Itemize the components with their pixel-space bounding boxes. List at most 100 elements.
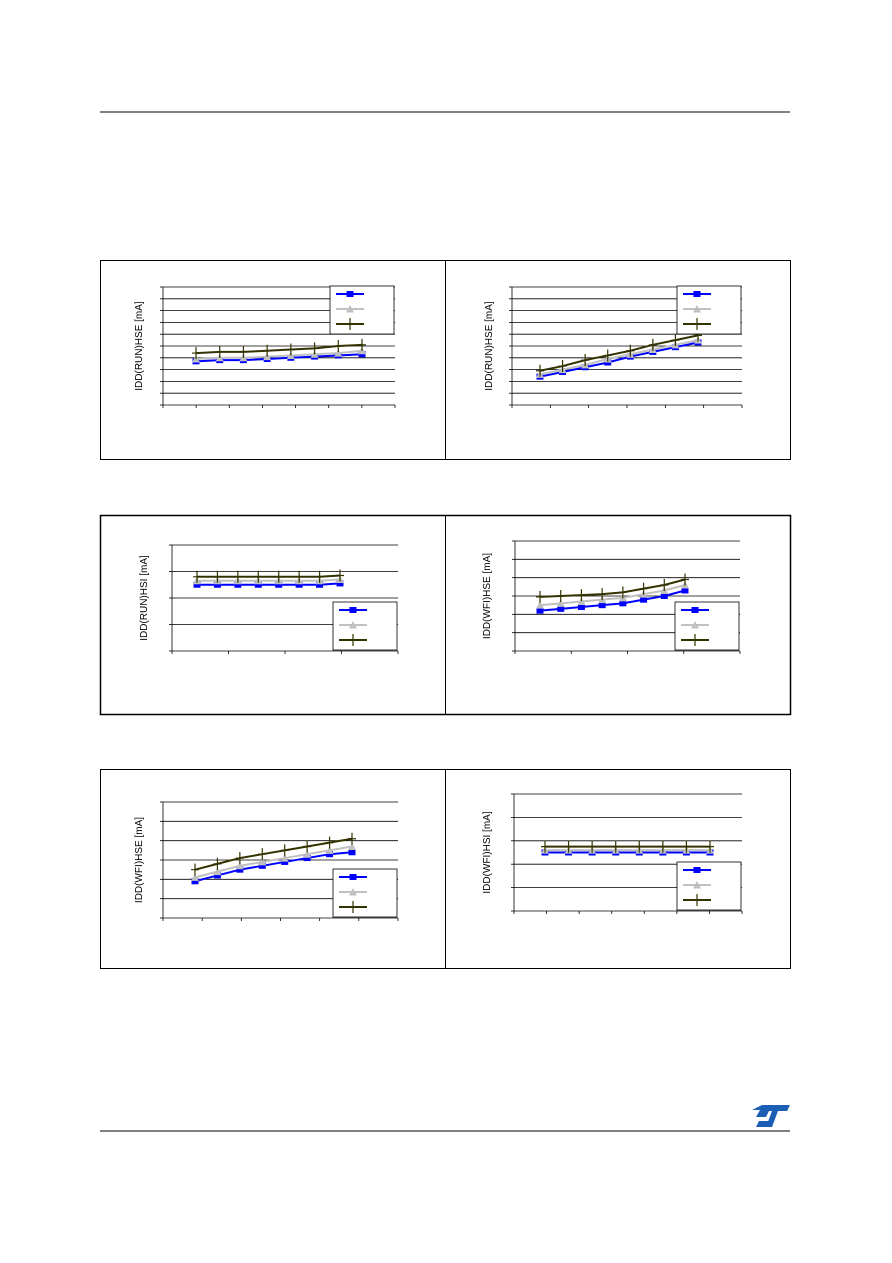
- point: [660, 593, 668, 599]
- point: [280, 844, 289, 857]
- point: [213, 581, 221, 588]
- figure-frames: [99, 260, 792, 969]
- point: [236, 866, 244, 873]
- series-line: [539, 334, 699, 372]
- chart: IDD(WFI)HSE [mA]: [134, 801, 399, 921]
- point: [274, 570, 283, 583]
- point: [326, 851, 334, 858]
- point: [191, 873, 199, 881]
- point: [660, 579, 669, 591]
- point: [295, 570, 304, 583]
- point: [325, 836, 334, 849]
- point: [263, 344, 272, 357]
- point: [310, 342, 319, 355]
- point: [536, 590, 544, 603]
- point: [577, 597, 586, 605]
- point: [254, 570, 263, 583]
- series-line: [539, 584, 686, 607]
- point: [280, 854, 289, 862]
- point: [275, 581, 283, 588]
- y-axis-label: IDD(WFI)HSE [mA]: [134, 817, 145, 903]
- point: [588, 840, 597, 853]
- point: [598, 602, 606, 609]
- point: [349, 888, 357, 896]
- point: [336, 580, 344, 587]
- point: [626, 344, 635, 357]
- series-line: [195, 349, 363, 360]
- point: [235, 852, 244, 865]
- point: [536, 607, 544, 614]
- y-axis-label: IDD(RUN)HSE [mA]: [134, 301, 145, 391]
- point: [303, 840, 312, 853]
- point: [556, 599, 565, 607]
- point: [564, 840, 573, 853]
- point: [556, 590, 565, 602]
- point: [691, 634, 699, 646]
- point: [358, 351, 366, 358]
- point: [213, 857, 222, 870]
- y-axis-label: IDD(RUN)HSE [mA]: [484, 301, 495, 391]
- y-axis-label: IDD(RUN)HSI [mA]: [139, 555, 150, 641]
- point: [303, 855, 311, 862]
- point: [349, 901, 357, 913]
- point: [235, 861, 244, 870]
- point: [346, 318, 354, 330]
- point: [577, 604, 585, 610]
- point: [604, 359, 612, 366]
- point: [693, 291, 701, 297]
- st-logo: [752, 1105, 790, 1127]
- point: [213, 570, 222, 583]
- series-line: [194, 845, 353, 879]
- point: [348, 832, 356, 845]
- point: [349, 607, 357, 613]
- point: [658, 840, 667, 853]
- point: [233, 570, 242, 583]
- point: [286, 343, 295, 356]
- point: [618, 586, 627, 599]
- point: [213, 872, 221, 879]
- point: [258, 848, 267, 861]
- point: [325, 846, 334, 854]
- point: [706, 840, 714, 853]
- point: [558, 360, 567, 373]
- point: [648, 338, 657, 351]
- point: [693, 881, 701, 889]
- point: [193, 581, 201, 588]
- point: [348, 849, 356, 856]
- point: [581, 354, 590, 367]
- point: [315, 570, 324, 583]
- y-axis-label: IDD(WFI)HSI [mA]: [482, 811, 493, 893]
- point: [346, 291, 354, 297]
- point: [640, 596, 648, 603]
- point: [349, 874, 357, 880]
- point: [349, 621, 357, 629]
- point: [536, 601, 544, 609]
- point: [346, 305, 354, 313]
- point: [541, 840, 549, 853]
- point: [281, 858, 289, 865]
- point: [681, 573, 689, 586]
- series-line: [197, 578, 341, 582]
- point: [254, 581, 262, 588]
- point: [693, 894, 701, 906]
- point: [619, 600, 627, 607]
- point: [258, 857, 267, 866]
- point: [682, 840, 691, 853]
- point: [603, 349, 612, 362]
- point: [334, 340, 343, 352]
- point: [598, 588, 607, 601]
- point: [192, 347, 200, 360]
- chart: IDD(RUN)HSE [mA]: [134, 285, 396, 408]
- point: [691, 621, 699, 629]
- point: [577, 589, 586, 602]
- point: [258, 862, 266, 869]
- point: [693, 318, 701, 330]
- point: [303, 850, 312, 858]
- series-line: [195, 353, 363, 363]
- y-axis-label: IDD(WFI)HSE [mA]: [482, 553, 493, 639]
- series-line: [194, 837, 353, 871]
- point: [193, 570, 201, 583]
- point: [635, 840, 644, 853]
